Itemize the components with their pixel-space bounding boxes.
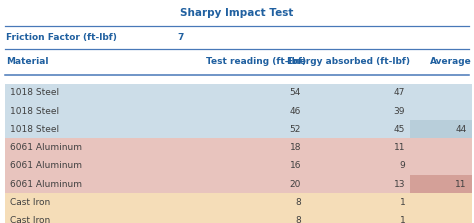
Bar — [410, 84, 472, 102]
Text: 1018 Steel: 1018 Steel — [10, 107, 60, 116]
Text: 1: 1 — [400, 198, 405, 207]
Text: 54: 54 — [290, 88, 301, 97]
Bar — [5, 175, 410, 193]
Text: Material: Material — [6, 57, 48, 66]
Bar — [410, 157, 472, 175]
Text: 45: 45 — [394, 125, 405, 134]
Bar — [410, 175, 472, 193]
Text: Energy absorbed (ft-lbf): Energy absorbed (ft-lbf) — [287, 57, 410, 66]
Bar — [410, 138, 472, 157]
Bar — [5, 212, 410, 223]
Text: 8: 8 — [295, 198, 301, 207]
Bar — [5, 193, 410, 212]
Bar — [5, 157, 410, 175]
Text: 13: 13 — [394, 180, 405, 189]
Bar — [410, 212, 472, 223]
Text: 1018 Steel: 1018 Steel — [10, 125, 60, 134]
Text: Friction Factor (ft-lbf): Friction Factor (ft-lbf) — [6, 33, 117, 42]
Text: 6061 Aluminum: 6061 Aluminum — [10, 180, 82, 189]
Bar — [5, 120, 410, 138]
Text: 18: 18 — [290, 143, 301, 152]
Bar — [5, 84, 410, 102]
Text: 16: 16 — [290, 161, 301, 170]
Bar — [410, 120, 472, 138]
Text: Average: Average — [430, 57, 472, 66]
Text: 46: 46 — [290, 107, 301, 116]
Text: 20: 20 — [290, 180, 301, 189]
Bar — [5, 102, 410, 120]
Text: 44: 44 — [456, 125, 467, 134]
Text: 9: 9 — [400, 161, 405, 170]
Text: 8: 8 — [295, 216, 301, 223]
Text: Cast Iron: Cast Iron — [10, 216, 51, 223]
Text: 1: 1 — [400, 216, 405, 223]
Text: Cast Iron: Cast Iron — [10, 198, 51, 207]
Bar — [410, 102, 472, 120]
Bar — [410, 193, 472, 212]
Text: Test reading (ft-lbf): Test reading (ft-lbf) — [206, 57, 306, 66]
Text: 47: 47 — [394, 88, 405, 97]
Text: 11: 11 — [456, 180, 467, 189]
Bar — [5, 138, 410, 157]
Text: 1018 Steel: 1018 Steel — [10, 88, 60, 97]
Text: Sharpy Impact Test: Sharpy Impact Test — [180, 8, 294, 18]
Text: 39: 39 — [394, 107, 405, 116]
Text: 7: 7 — [177, 33, 183, 42]
Text: 6061 Aluminum: 6061 Aluminum — [10, 143, 82, 152]
Text: 52: 52 — [290, 125, 301, 134]
Text: 6061 Aluminum: 6061 Aluminum — [10, 161, 82, 170]
Text: 11: 11 — [394, 143, 405, 152]
